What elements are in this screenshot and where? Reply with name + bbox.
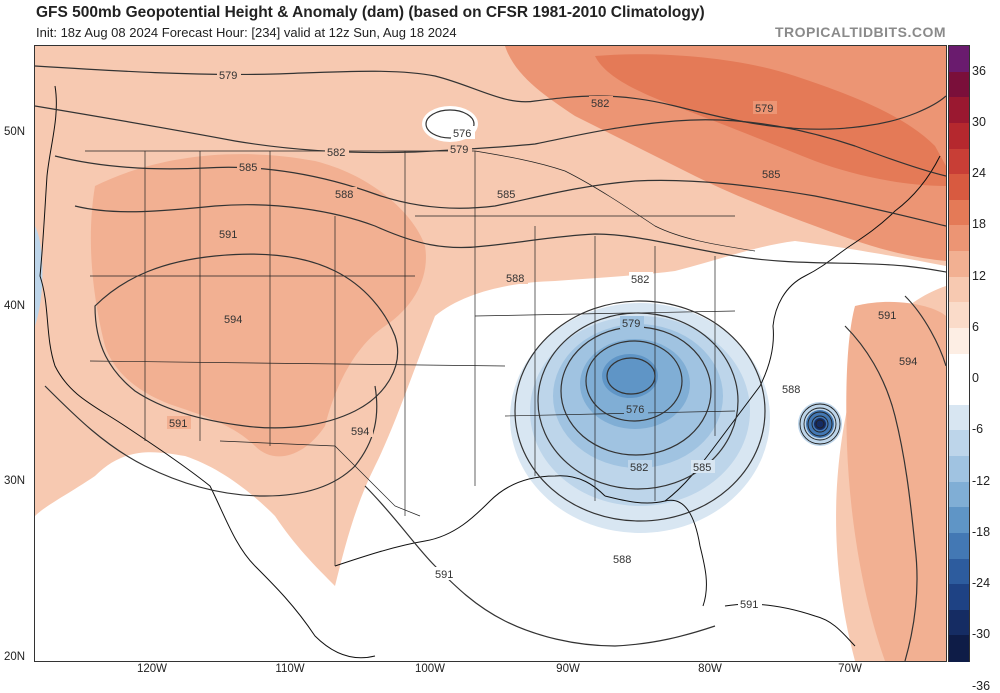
contour-label: 582 [327, 147, 345, 159]
colorbar-segment [949, 635, 969, 662]
negative-anomaly-center [602, 354, 658, 398]
colorbar-label: -12 [972, 473, 991, 488]
positive-anomaly-plains [90, 154, 426, 457]
contour-labels: 579 576 579 582 585 588 591 594 591 582 … [167, 68, 921, 611]
contour-label: 588 [335, 189, 353, 201]
anomaly-colorbar [948, 45, 970, 662]
lon-label-80w: 80W [698, 663, 722, 675]
colorbar-label: -24 [972, 576, 991, 591]
colorbar-label: 24 [972, 166, 986, 181]
colorbar-label: 6 [972, 319, 979, 334]
site-brand: TROPICALTIDBITS.COM [774, 24, 946, 40]
map-subtitle: Init: 18z Aug 08 2024 Forecast Hour: [23… [36, 25, 457, 40]
colorbar-segment [949, 148, 969, 175]
contour-label: 579 [219, 70, 237, 82]
colorbar-segment [949, 558, 969, 585]
colorbar-label: -36 [972, 678, 991, 693]
colorbar-segment [949, 71, 969, 98]
political-borders [85, 150, 756, 566]
colorbar-label: 0 [972, 371, 979, 386]
colorbar-label: -6 [972, 422, 984, 437]
contour-label: 588 [506, 273, 524, 285]
colorbar-segment [949, 122, 969, 149]
tropical-cyclone-contours [799, 403, 841, 445]
contour-label: 585 [239, 162, 257, 174]
colorbar-segment [949, 46, 969, 73]
lat-label-40n: 40N [4, 300, 26, 312]
lat-label-30n: 30N [4, 475, 26, 487]
contour-label: 576 [626, 404, 644, 416]
colorbar-segment [949, 225, 969, 252]
colorbar-label: 18 [972, 217, 986, 232]
contour-label: 591 [740, 599, 758, 611]
colorbar-segment [949, 481, 969, 508]
colorbar-label: 36 [972, 63, 986, 78]
colorbar-segment [949, 404, 969, 431]
colorbar-segment [949, 276, 969, 303]
contour-label: 579 [622, 318, 640, 330]
contour-label: 588 [613, 554, 631, 566]
positive-anomaly-northeast-core [595, 54, 946, 187]
colorbar-segment [949, 327, 969, 354]
coastlines [39, 85, 941, 659]
contour-label: 576 [453, 128, 471, 140]
lon-label-100w: 100W [414, 663, 446, 675]
colorbar-segment [949, 379, 969, 406]
colorbar-label: -30 [972, 627, 991, 642]
colorbar-label: 12 [972, 268, 986, 283]
negative-anomaly-pacific [35, 226, 43, 326]
colorbar-segment [949, 507, 969, 534]
lon-label-70w: 70W [838, 663, 862, 675]
low-contours [425, 109, 766, 522]
contour-label: 591 [219, 229, 237, 241]
lat-label-50n: 50N [4, 126, 26, 138]
colorbar-label: -18 [972, 524, 991, 539]
contour-label: 594 [899, 356, 917, 368]
map-title: GFS 500mb Geopotential Height & Anomaly … [36, 4, 705, 21]
map-panel: 579 576 579 582 585 588 591 594 591 582 … [34, 45, 947, 662]
contour-label: 591 [878, 310, 896, 322]
colorbar-segment [949, 199, 969, 226]
contour-label: 585 [762, 169, 780, 181]
contour-label: 588 [782, 384, 800, 396]
colorbar-segment [949, 584, 969, 611]
colorbar-segment [949, 97, 969, 124]
contour-label: 579 [755, 103, 773, 115]
contour-label: 591 [169, 418, 187, 430]
height-contours [35, 65, 946, 661]
colorbar-segment [949, 456, 969, 483]
contour-label: 582 [591, 98, 609, 110]
colorbar-segment [949, 532, 969, 559]
contour-label: 585 [497, 189, 515, 201]
lat-label-20n: 20N [4, 651, 26, 663]
positive-anomaly-atlantic [846, 301, 946, 661]
map-canvas: 579 576 579 582 585 588 591 594 591 582 … [35, 46, 946, 661]
colorbar-segment [949, 251, 969, 278]
contour-label: 591 [435, 569, 453, 581]
colorbar-segment [949, 302, 969, 329]
contour-label: 579 [450, 144, 468, 156]
colorbar-segment [949, 430, 969, 457]
contour-label: 594 [351, 426, 369, 438]
contour-label: 582 [631, 274, 649, 286]
lon-label-120w: 120W [136, 663, 168, 675]
contour-label: 582 [630, 462, 648, 474]
colorbar-label: 30 [972, 114, 986, 129]
lon-label-90w: 90W [556, 663, 580, 675]
colorbar-segment [949, 174, 969, 201]
colorbar-segment [949, 353, 969, 380]
colorbar-segment [949, 609, 969, 636]
lon-label-110w: 110W [275, 663, 305, 675]
contour-label: 585 [693, 462, 711, 474]
contour-label: 594 [224, 314, 242, 326]
